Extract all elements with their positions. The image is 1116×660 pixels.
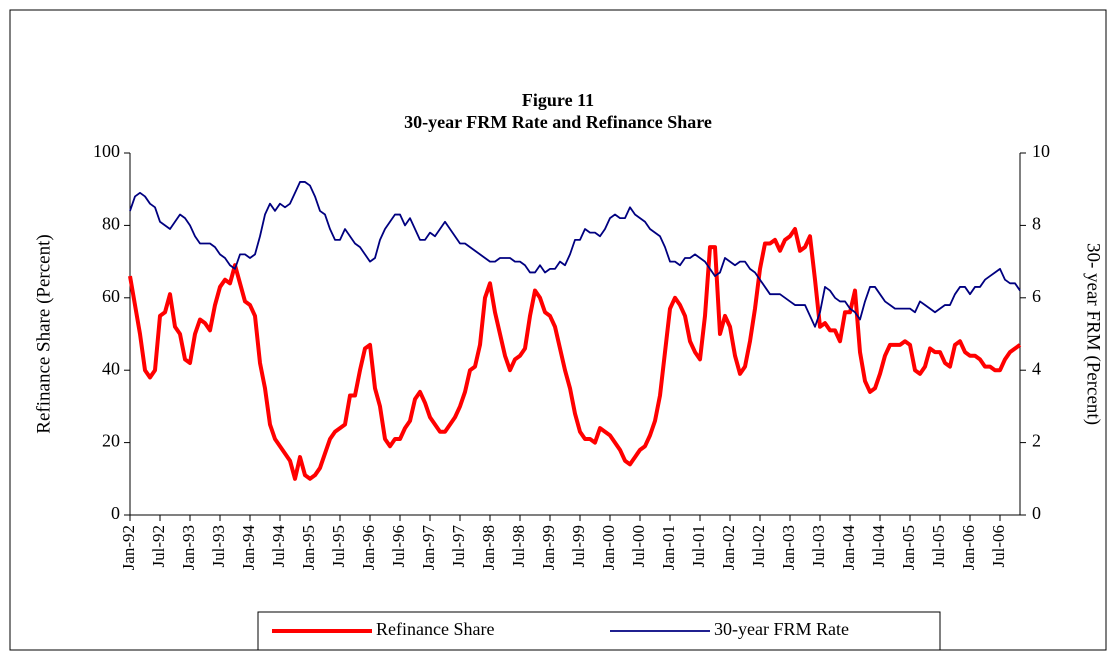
x-tick-label: Jul-96 — [389, 525, 408, 568]
x-tick-label: Jan-98 — [479, 525, 498, 570]
x-tick-label: Jul-03 — [809, 525, 828, 568]
x-tick-label: Jan-02 — [719, 525, 738, 570]
y2-tick-label: 4 — [1032, 358, 1041, 378]
y-tick-label: 20 — [102, 431, 120, 451]
x-tick-label: Jul-94 — [269, 525, 288, 568]
y-tick-label: 60 — [102, 286, 120, 306]
series-line — [129, 181, 1021, 328]
x-tick-label: Jan-00 — [599, 525, 618, 570]
x-tick-label: Jan-92 — [119, 525, 138, 570]
series-line — [128, 227, 1022, 481]
x-tick-label: Jul-05 — [929, 525, 948, 568]
x-tick-label: Jan-03 — [779, 525, 798, 570]
y2-axis-label: 30- year FRM (Percent) — [1083, 243, 1104, 425]
x-tick-label: Jan-93 — [179, 525, 198, 570]
x-tick-label: Jul-92 — [149, 525, 168, 568]
x-tick-label: Jul-98 — [509, 525, 528, 568]
chart-subtitle: 30-year FRM Rate and Refinance Share — [404, 112, 712, 132]
y-tick-label: 80 — [102, 214, 120, 234]
x-tick-label: Jan-06 — [959, 525, 978, 570]
legend-label: 30-year FRM Rate — [714, 619, 849, 639]
x-tick-label: Jan-05 — [899, 525, 918, 570]
x-tick-label: Jan-04 — [839, 525, 858, 571]
x-tick-label: Jan-96 — [359, 525, 378, 570]
x-tick-label: Jul-02 — [749, 525, 768, 568]
x-tick-label: Jul-93 — [209, 525, 228, 568]
chart-title: Figure 11 — [522, 90, 594, 110]
y-tick-label: 100 — [93, 141, 120, 161]
x-tick-label: Jul-99 — [569, 525, 588, 568]
y-tick-label: 0 — [111, 503, 120, 523]
x-tick-label: Jul-00 — [629, 525, 648, 568]
y-axis-label: Refinance Share (Percent) — [33, 234, 54, 433]
x-tick-label: Jan-97 — [419, 525, 438, 571]
legend-label: Refinance Share — [376, 619, 494, 639]
x-tick-label: Jan-99 — [539, 525, 558, 570]
x-tick-label: Jul-06 — [989, 525, 1008, 568]
x-tick-label: Jul-01 — [689, 525, 708, 568]
y2-tick-label: 6 — [1032, 286, 1041, 306]
y2-tick-label: 10 — [1032, 141, 1050, 161]
x-tick-label: Jan-94 — [239, 525, 258, 571]
y-tick-label: 40 — [102, 358, 120, 378]
x-tick-label: Jul-97 — [449, 525, 468, 568]
y2-tick-label: 8 — [1032, 214, 1041, 234]
x-tick-label: Jan-95 — [299, 525, 318, 570]
y2-tick-label: 0 — [1032, 503, 1041, 523]
x-tick-label: Jan-01 — [659, 525, 678, 570]
x-tick-label: Jul-95 — [329, 525, 348, 568]
chart-frame — [9, 9, 1107, 651]
x-tick-label: Jul-04 — [869, 525, 888, 568]
y2-tick-label: 2 — [1032, 431, 1041, 451]
